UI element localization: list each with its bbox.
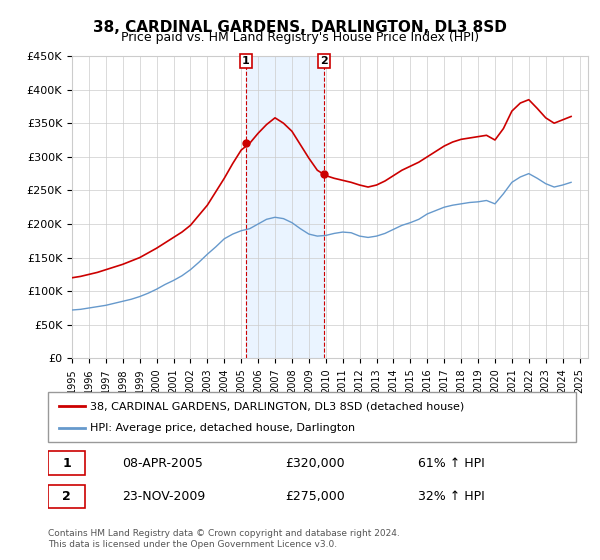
Text: 38, CARDINAL GARDENS, DARLINGTON, DL3 8SD (detached house): 38, CARDINAL GARDENS, DARLINGTON, DL3 8S… [90, 401, 464, 411]
Text: HPI: Average price, detached house, Darlington: HPI: Average price, detached house, Darl… [90, 423, 355, 433]
Text: 1: 1 [62, 456, 71, 470]
Bar [246, 56, 324, 358]
Text: £320,000: £320,000 [286, 456, 345, 470]
Text: 08-APR-2005: 08-APR-2005 [122, 456, 203, 470]
Text: 2: 2 [62, 490, 71, 503]
Text: £275,000: £275,000 [286, 490, 346, 503]
Text: 32% ↑ HPI: 32% ↑ HPI [418, 490, 484, 503]
Text: Price paid vs. HM Land Registry's House Price Index (HPI): Price paid vs. HM Land Registry's House … [121, 31, 479, 44]
Text: 61% ↑ HPI: 61% ↑ HPI [418, 456, 484, 470]
Text: Contains HM Land Registry data © Crown copyright and database right 2024.
This d: Contains HM Land Registry data © Crown c… [48, 529, 400, 549]
Text: 2: 2 [320, 56, 328, 66]
Text: 1: 1 [242, 56, 250, 66]
FancyBboxPatch shape [48, 485, 85, 508]
FancyBboxPatch shape [48, 392, 576, 442]
FancyBboxPatch shape [48, 451, 85, 475]
Text: 23-NOV-2009: 23-NOV-2009 [122, 490, 205, 503]
Text: 38, CARDINAL GARDENS, DARLINGTON, DL3 8SD: 38, CARDINAL GARDENS, DARLINGTON, DL3 8S… [93, 20, 507, 35]
